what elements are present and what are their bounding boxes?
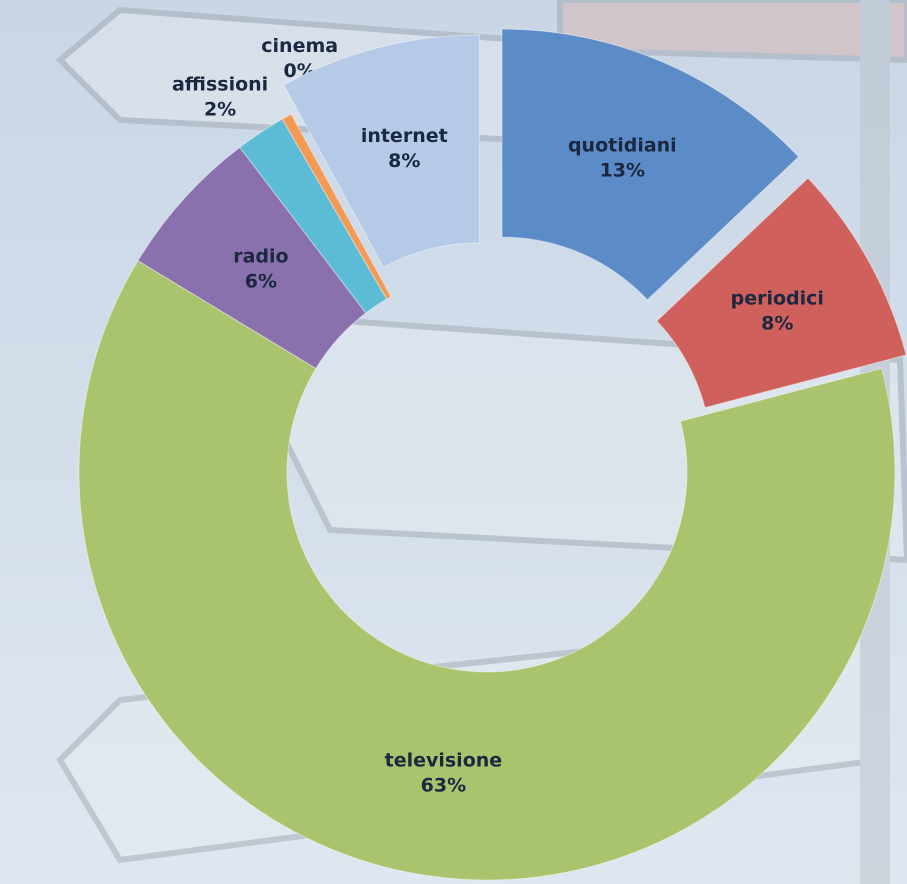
- slice-label: quotidiani: [568, 134, 677, 156]
- donut-slice: [283, 34, 481, 269]
- slice-value-label: 2%: [204, 98, 236, 120]
- slice-value-label: 8%: [761, 312, 793, 334]
- donut-slice: [501, 28, 800, 301]
- donut-slice: [281, 113, 392, 300]
- slice-value-label: 6%: [245, 270, 277, 292]
- slice-label: periodici: [731, 287, 824, 309]
- slice-label: affissioni: [172, 73, 268, 95]
- slice-label: internet: [361, 125, 448, 147]
- donut-slice: [239, 118, 388, 314]
- slice-value-label: 63%: [421, 774, 466, 796]
- slice-value-label: 13%: [600, 159, 645, 181]
- slice-label: televisione: [385, 749, 503, 771]
- donut-slice: [137, 146, 367, 370]
- donut-slice: [656, 177, 907, 409]
- slice-label: radio: [233, 245, 288, 267]
- slice-label: cinema: [261, 35, 338, 57]
- donut-slice: [78, 259, 896, 881]
- slice-value-label: 8%: [388, 150, 420, 172]
